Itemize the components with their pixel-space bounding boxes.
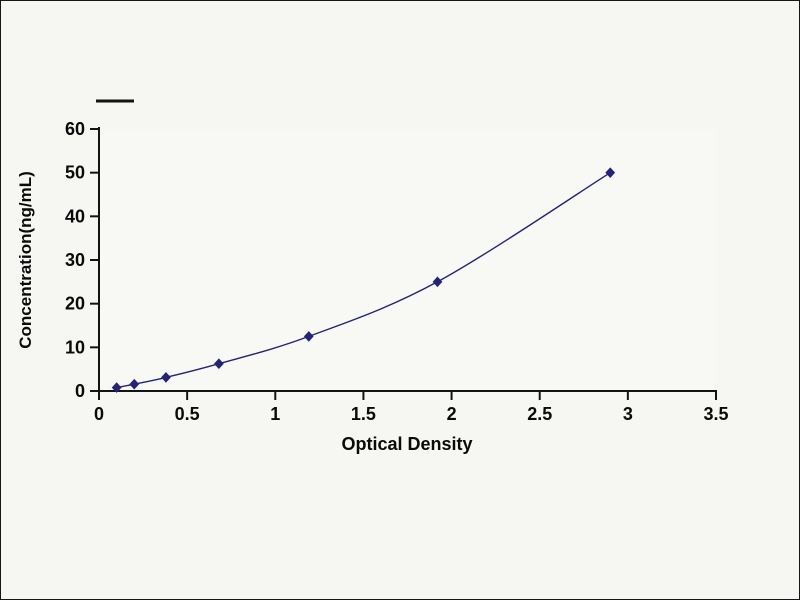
- x-tick-label: 3: [623, 404, 633, 424]
- x-tick-label: 2.5: [527, 404, 552, 424]
- plot-layer: 0 0.5 1 1.5 2 2.5 3 3.5 0 10 20 30 40 50 60: [65, 99, 729, 424]
- y-tick-label: 20: [65, 294, 85, 314]
- x-tick-label: 2: [447, 404, 457, 424]
- data-point-marker: [213, 358, 224, 370]
- y-tick-label: 30: [65, 250, 85, 270]
- x-tick-label: 0: [94, 404, 104, 424]
- data-point-marker: [432, 276, 443, 288]
- data-point-marker: [161, 372, 171, 383]
- y-axis-title: Concentration(ng/mL): [16, 171, 35, 349]
- y-tick-label: 0: [75, 381, 85, 401]
- data-point-marker: [129, 378, 140, 390]
- x-tick-label: 1: [270, 404, 280, 424]
- x-tick-label: 1.5: [351, 404, 376, 424]
- y-tick-label: 50: [65, 163, 85, 183]
- data-point-marker: [303, 331, 314, 342]
- data-point-marker: [111, 382, 122, 393]
- x-axis-title: Optical Density: [341, 434, 472, 454]
- x-tick-label: 3.5: [703, 404, 728, 424]
- plot-background: [99, 129, 716, 391]
- y-tick-label: 10: [65, 337, 85, 357]
- x-tick-label: 0.5: [175, 404, 200, 424]
- y-tick-label: 60: [65, 119, 85, 139]
- data-point-marker: [605, 167, 616, 179]
- y-tick-label: 40: [65, 206, 85, 226]
